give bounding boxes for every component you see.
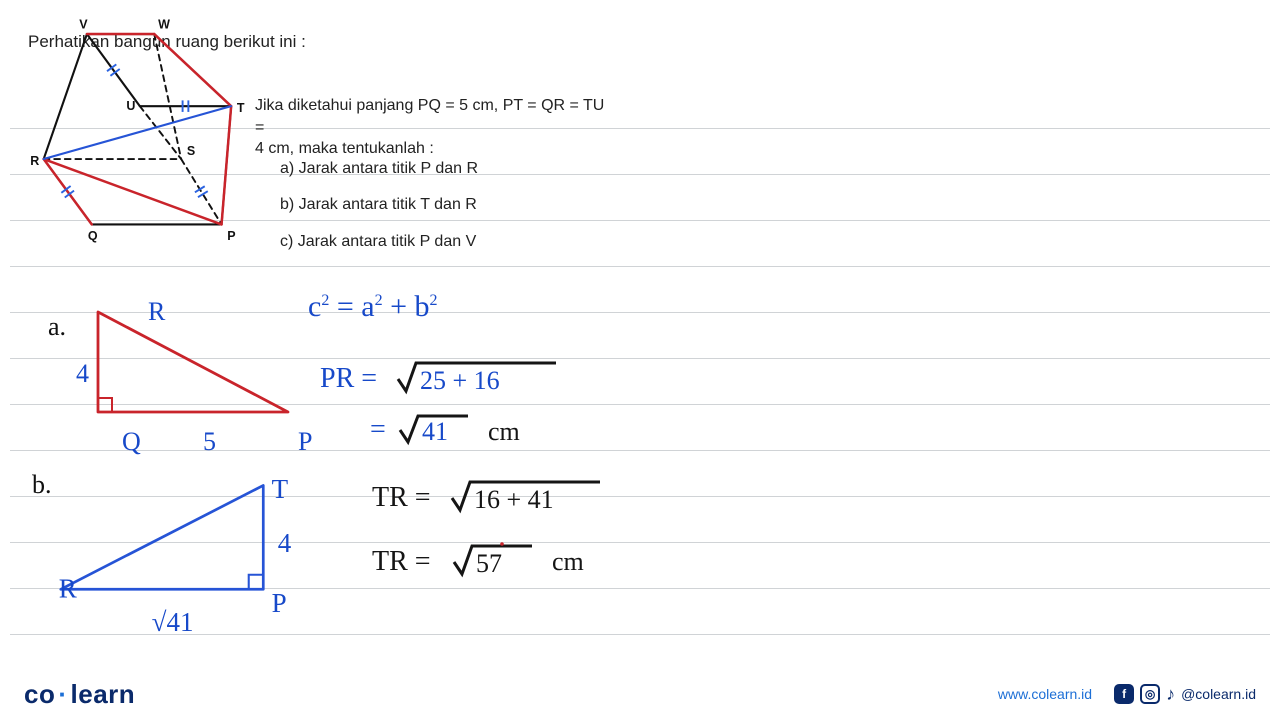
triangle-a: R Q P 4 5 bbox=[58, 282, 318, 462]
svg-text:41: 41 bbox=[422, 417, 448, 446]
svg-text:U: U bbox=[126, 99, 135, 113]
footer: co·learn www.colearn.id f ◎ ♪ @colearn.i… bbox=[0, 668, 1280, 720]
svg-text:P: P bbox=[272, 588, 287, 618]
svg-text:4: 4 bbox=[278, 528, 292, 558]
part-a-label: a. bbox=[48, 312, 66, 342]
website-link[interactable]: www.colearn.id bbox=[998, 686, 1092, 702]
given-text: Jika diketahui panjang PQ = 5 cm, PT = Q… bbox=[255, 95, 615, 160]
svg-text:16 + 41: 16 + 41 bbox=[474, 485, 554, 514]
svg-text:R: R bbox=[30, 154, 39, 168]
svg-text:=: = bbox=[370, 414, 386, 445]
given-line1: Jika diketahui panjang PQ = 5 cm, PT = Q… bbox=[255, 97, 604, 136]
question-b: b) Jarak antara titik T dan R bbox=[280, 196, 477, 214]
svg-text:P: P bbox=[298, 427, 312, 456]
svg-text:T: T bbox=[272, 474, 289, 504]
given-line2: 4 cm, maka tentukanlah : bbox=[255, 140, 434, 157]
brand-logo: co·learn bbox=[24, 679, 135, 710]
sqrt-pr1: PR = 25 + 16 bbox=[320, 355, 580, 405]
svg-text:cm: cm bbox=[552, 547, 584, 576]
svg-text:TR =: TR = bbox=[372, 546, 431, 577]
social-links: f ◎ ♪ @colearn.id bbox=[1114, 684, 1256, 704]
svg-text:P: P bbox=[227, 229, 235, 243]
svg-text:R: R bbox=[148, 297, 166, 326]
svg-text:cm: cm bbox=[488, 417, 520, 446]
svg-text:V: V bbox=[79, 17, 88, 31]
pr-under: 25 + 16 bbox=[420, 366, 500, 395]
page: Perhatikan bangun ruang berikut ini : Ji… bbox=[0, 0, 1280, 720]
svg-text:5: 5 bbox=[203, 427, 216, 456]
instagram-icon[interactable]: ◎ bbox=[1140, 684, 1160, 704]
svg-text:R: R bbox=[59, 574, 77, 604]
tiktok-icon[interactable]: ♪ bbox=[1166, 684, 1175, 704]
svg-text:T: T bbox=[237, 101, 245, 115]
svg-text:√41: √41 bbox=[152, 607, 194, 637]
social-handle: @colearn.id bbox=[1181, 686, 1256, 702]
svg-text:W: W bbox=[158, 17, 170, 31]
pr-lhs: PR = bbox=[320, 363, 377, 394]
sqrt-tr1: TR = 16 + 41 bbox=[372, 474, 642, 524]
svg-text:S: S bbox=[187, 144, 195, 158]
logo-dot-icon: · bbox=[55, 679, 70, 709]
question-a: a) Jarak antara titik P dan R bbox=[280, 160, 478, 178]
svg-text:Q: Q bbox=[122, 427, 141, 456]
svg-text:TR =: TR = bbox=[372, 482, 431, 513]
logo-learn: learn bbox=[71, 679, 136, 709]
svg-text:Q: Q bbox=[88, 229, 98, 243]
facebook-icon[interactable]: f bbox=[1114, 684, 1134, 704]
sqrt-tr2: TR = 57 cm bbox=[372, 538, 632, 588]
question-c: c) Jarak antara titik P dan V bbox=[280, 233, 476, 251]
part-b-label: b. bbox=[32, 470, 52, 500]
svg-text:57: 57 bbox=[476, 549, 502, 578]
formula-c2: c2 = a2 + b2 bbox=[308, 290, 437, 324]
sqrt-pr2: = 41 cm bbox=[370, 408, 590, 454]
logo-co: co bbox=[24, 679, 55, 709]
triangle-b: T P R 4 √41 bbox=[40, 460, 310, 650]
svg-text:4: 4 bbox=[76, 359, 89, 388]
footer-right: www.colearn.id f ◎ ♪ @colearn.id bbox=[998, 684, 1256, 704]
solid-diagram: V W U T R S Q P bbox=[10, 10, 260, 260]
